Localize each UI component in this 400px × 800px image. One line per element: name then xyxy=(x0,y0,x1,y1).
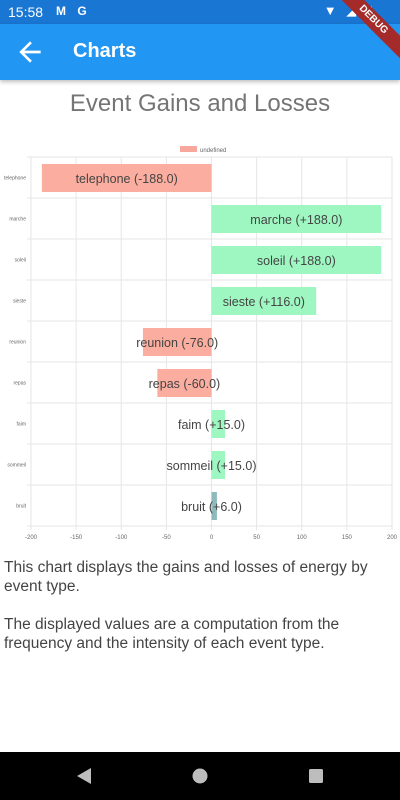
data-label: marche (+188.0) xyxy=(250,213,342,227)
app-bar: Charts xyxy=(0,24,400,80)
home-nav-icon[interactable] xyxy=(188,764,212,788)
x-tick-label: -50 xyxy=(162,535,171,540)
x-tick-label: 200 xyxy=(387,535,398,540)
y-tick-label: soleil xyxy=(15,258,26,264)
y-tick-label: telephone xyxy=(4,176,26,182)
x-tick-label: -100 xyxy=(115,535,128,540)
data-label: reunion (-76.0) xyxy=(136,336,218,350)
bar-repas xyxy=(157,369,212,397)
y-tick-label: sieste xyxy=(13,299,26,305)
chart-description: This chart displays the gains and losses… xyxy=(4,558,394,672)
y-tick-label: sommeil xyxy=(7,463,26,469)
bar-reunion xyxy=(142,328,212,356)
data-label: repas (-60.0) xyxy=(149,377,221,391)
chart-title: Event Gains and Losses xyxy=(69,90,331,117)
bar-faim xyxy=(211,410,226,438)
bar-bruit xyxy=(211,492,217,520)
bar-sommeil xyxy=(211,451,226,479)
wifi-icon: ▼ xyxy=(323,3,340,18)
recents-nav-icon[interactable] xyxy=(304,764,328,788)
page-title: Charts xyxy=(73,40,137,62)
back-nav-icon[interactable] xyxy=(72,764,96,788)
arrow-back-icon[interactable] xyxy=(14,36,46,68)
y-tick-label: bruit xyxy=(16,504,26,510)
x-tick-label: -150 xyxy=(70,535,83,540)
data-label: sommeil (+15.0) xyxy=(167,459,257,473)
y-tick-label: reunion xyxy=(9,340,26,346)
legend-swatch xyxy=(180,146,197,152)
navigation-bar xyxy=(0,752,400,800)
data-label: sieste (+116.0) xyxy=(223,295,305,309)
data-label: telephone (-188.0) xyxy=(76,172,178,186)
x-tick-label: 100 xyxy=(297,535,308,540)
legend-label: undefined xyxy=(200,148,226,154)
notification-icons: M G xyxy=(56,4,91,18)
x-tick-label: -200 xyxy=(25,535,38,540)
data-label: soleil (+188.0) xyxy=(257,254,336,268)
bar-sieste xyxy=(211,287,317,315)
bar-marche xyxy=(211,205,382,233)
data-label: faim (+15.0) xyxy=(178,418,245,432)
bar-chart: undefined -200 -150 -100 -50 0 50 100 150 200 tele… xyxy=(4,146,398,540)
y-tick-label: marche xyxy=(9,217,26,223)
status-bar: 15:58 M G ▼ ◢ ▮ xyxy=(0,0,400,24)
data-label: bruit (+6.0) xyxy=(181,500,242,514)
status-time: 15:58 xyxy=(8,4,44,20)
bar-telephone xyxy=(41,164,212,192)
description-paragraph-1: This chart displays the gains and losses… xyxy=(4,559,368,595)
x-tick-label: 0 xyxy=(210,535,214,540)
description-paragraph-2: The displayed values are a computation f… xyxy=(4,616,340,652)
x-tick-label: 150 xyxy=(342,535,353,540)
y-tick-label: faim xyxy=(17,422,26,428)
x-tick-label: 50 xyxy=(253,535,260,540)
y-tick-label: repas xyxy=(13,381,26,387)
bar-soleil xyxy=(211,246,382,274)
